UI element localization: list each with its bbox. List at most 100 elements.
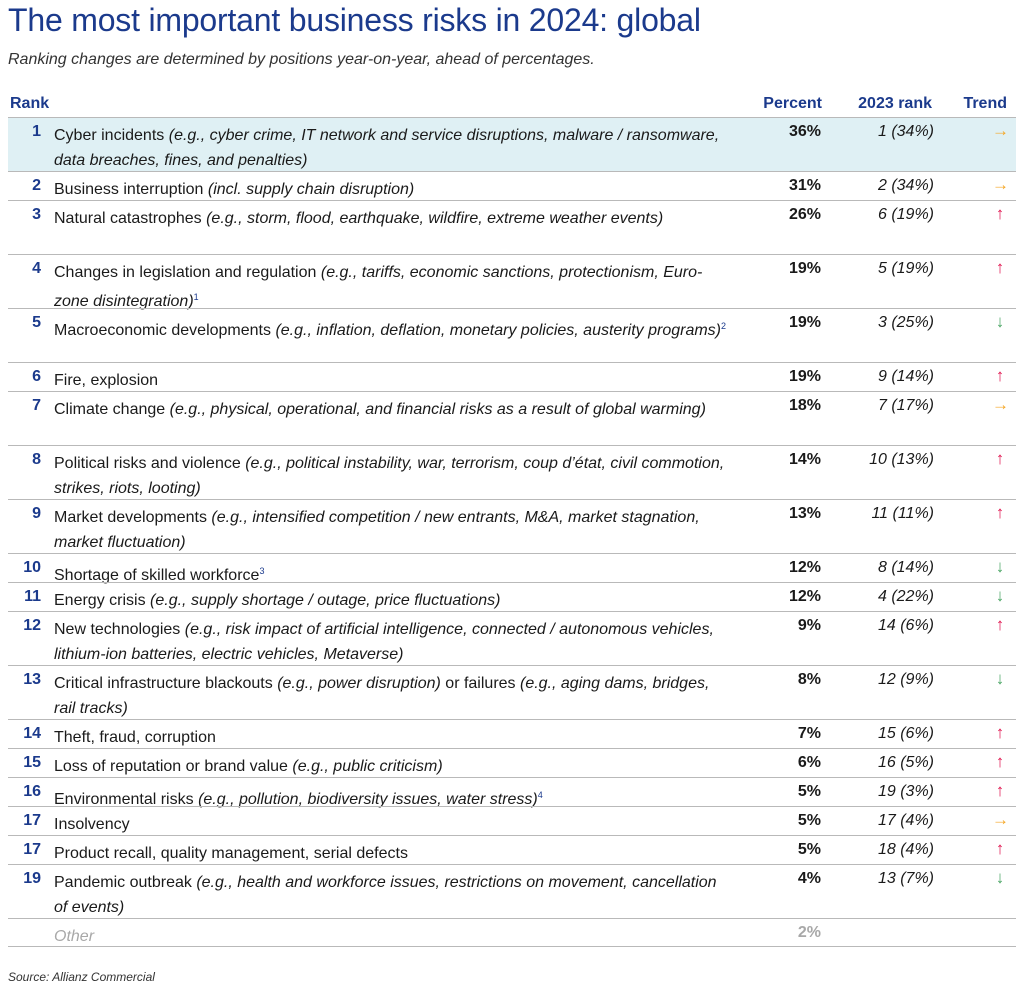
risk-examples: (e.g., tariffs, economic sanctions, prot… (54, 264, 703, 310)
rank-cell: 11 (24, 588, 41, 605)
rank-cell: 8 (32, 451, 41, 468)
percent-cell: 19% (788, 368, 821, 385)
risk-description: Insolvency (54, 812, 734, 837)
table-row: 19 Pandemic outbreak (e.g., health and wo… (8, 864, 1016, 918)
risk-description: Business interruption (incl. supply chai… (54, 177, 734, 202)
rank-cell: 4 (32, 260, 41, 277)
prev-rank-cell: 10 (13%) (869, 451, 934, 468)
percent-cell: 19% (788, 314, 821, 331)
risk-examples: (e.g., power disruption) (277, 675, 441, 692)
prev-rank-cell: 9 (14%) (877, 368, 934, 385)
risk-description: Pandemic outbreak (e.g., health and work… (54, 870, 734, 920)
rank-cell: 3 (32, 206, 41, 223)
table-row: 2 Business interruption (incl. supply cha… (8, 171, 1016, 200)
percent-cell: 31% (788, 177, 821, 194)
percent-cell: 7% (797, 725, 821, 742)
risk-examples-continued: (e.g., aging dams, bridges, rail tracks) (54, 675, 710, 717)
risk-name: Natural catastrophes (54, 210, 202, 227)
rank-cell: 16 (23, 783, 41, 800)
risk-name: Theft, fraud, corruption (54, 729, 216, 746)
rank-cell: 7 (32, 397, 41, 414)
table-row: 12 New technologies (e.g., risk impact of… (8, 611, 1016, 665)
risk-description: Changes in legislation and regulation (e… (54, 260, 734, 314)
prev-rank-cell: 18 (4%) (877, 841, 934, 858)
risk-description: Fire, explosion (54, 368, 734, 393)
prev-rank-cell: 4 (22%) (877, 588, 934, 605)
risk-name-continued: or failures (440, 675, 520, 692)
rank-cell: 10 (23, 559, 41, 576)
risk-description: Macroeconomic developments (e.g., inflat… (54, 314, 734, 343)
percent-cell: 4% (797, 870, 821, 887)
prev-rank-column-header: 2023 rank (858, 95, 932, 112)
footnote-marker: 1 (193, 292, 199, 302)
risk-name: Pandemic outbreak (54, 874, 192, 891)
risk-name: Product recall, quality management, seri… (54, 845, 408, 862)
risk-name: Other (54, 928, 95, 945)
arrow-down-icon: ↓ (995, 312, 1005, 331)
arrow-up-icon: ↑ (995, 258, 1005, 277)
arrow-up-icon: ↑ (995, 615, 1005, 634)
risk-examples: (e.g., physical, operational, and financ… (169, 401, 706, 418)
risk-name: Energy crisis (54, 592, 146, 609)
table-row: 1 Cyber incidents (e.g., cyber crime, IT … (8, 117, 1016, 171)
arrow-up-icon: ↑ (995, 781, 1005, 800)
risk-name: Changes in legislation and regulation (54, 264, 317, 281)
prev-rank-cell: 1 (34%) (877, 123, 934, 140)
table-row: 17 Product recall, quality management, se… (8, 835, 1016, 864)
percent-cell: 19% (788, 260, 821, 277)
rank-cell: 13 (23, 671, 41, 688)
risk-name: Insolvency (54, 816, 130, 833)
rank-column-header: Rank (10, 95, 50, 112)
arrow-up-icon: ↑ (995, 839, 1005, 858)
risk-examples: (e.g., supply shortage / outage, price f… (150, 592, 501, 609)
arrow-down-icon: ↓ (995, 586, 1005, 605)
arrow-down-icon: ↓ (995, 557, 1005, 576)
page-subtitle: Ranking changes are determined by positi… (8, 51, 595, 68)
percent-cell: 5% (797, 841, 821, 858)
risk-name: Market developments (54, 509, 207, 526)
risk-examples: (e.g., storm, flood, earthquake, wildfir… (206, 210, 664, 227)
risk-description: Natural catastrophes (e.g., storm, flood… (54, 206, 734, 231)
risk-name: Political risks and violence (54, 455, 241, 472)
risk-examples: (e.g., cyber crime, IT network and servi… (54, 127, 720, 169)
risk-name: Critical infrastructure blackouts (54, 675, 273, 692)
risk-description: Market developments (e.g., intensified c… (54, 505, 734, 555)
risk-description: Environmental risks (e.g., pollution, bi… (54, 783, 734, 812)
table-row: 13 Critical infrastructure blackouts (e.g… (8, 665, 1016, 719)
page-title: The most important business risks in 202… (8, 2, 701, 38)
arrow-up-icon: ↑ (995, 449, 1005, 468)
rank-cell: 1 (32, 123, 41, 140)
risk-examples: (e.g., risk impact of artificial intelli… (54, 621, 714, 663)
percent-cell: 26% (788, 206, 821, 223)
prev-rank-cell: 19 (3%) (877, 783, 934, 800)
rank-cell: 15 (23, 754, 41, 771)
arrow-up-icon: ↑ (995, 503, 1005, 522)
percent-cell: 8% (797, 671, 821, 688)
risk-description: Critical infrastructure blackouts (e.g.,… (54, 671, 734, 721)
table-row: 15 Loss of reputation or brand value (e.g… (8, 748, 1016, 777)
risk-name: Shortage of skilled workforce (54, 567, 260, 584)
risk-description: Cyber incidents (e.g., cyber crime, IT n… (54, 123, 734, 173)
rank-cell: 2 (32, 177, 41, 194)
prev-rank-cell: 16 (5%) (877, 754, 934, 771)
risk-description: Loss of reputation or brand value (e.g.,… (54, 754, 734, 779)
prev-rank-cell: 11 (11%) (871, 505, 934, 522)
footnote-marker: 4 (537, 790, 543, 800)
table-row: 16 Environmental risks (e.g., pollution, … (8, 777, 1016, 808)
risk-name: Loss of reputation or brand value (54, 758, 288, 775)
risk-description: Climate change (e.g., physical, operatio… (54, 397, 734, 422)
prev-rank-cell: 14 (6%) (877, 617, 934, 634)
arrow-up-icon: ↑ (995, 366, 1005, 385)
percent-cell: 12% (788, 559, 821, 576)
arrow-right-icon: → (992, 121, 1009, 140)
risk-description: Political risks and violence (e.g., poli… (54, 451, 734, 501)
prev-rank-cell: 3 (25%) (877, 314, 934, 331)
rank-cell: 6 (32, 368, 41, 385)
risk-examples: (e.g., intensified competition / new ent… (54, 509, 700, 551)
risk-name: Macroeconomic developments (54, 322, 271, 339)
source-note: Source: Allianz Commercial (8, 970, 155, 984)
footnote-marker: 2 (721, 321, 727, 331)
percent-column-header: Percent (763, 95, 822, 112)
risk-examples: (e.g., political instability, war, terro… (54, 455, 725, 497)
risk-name: Environmental risks (54, 791, 194, 808)
